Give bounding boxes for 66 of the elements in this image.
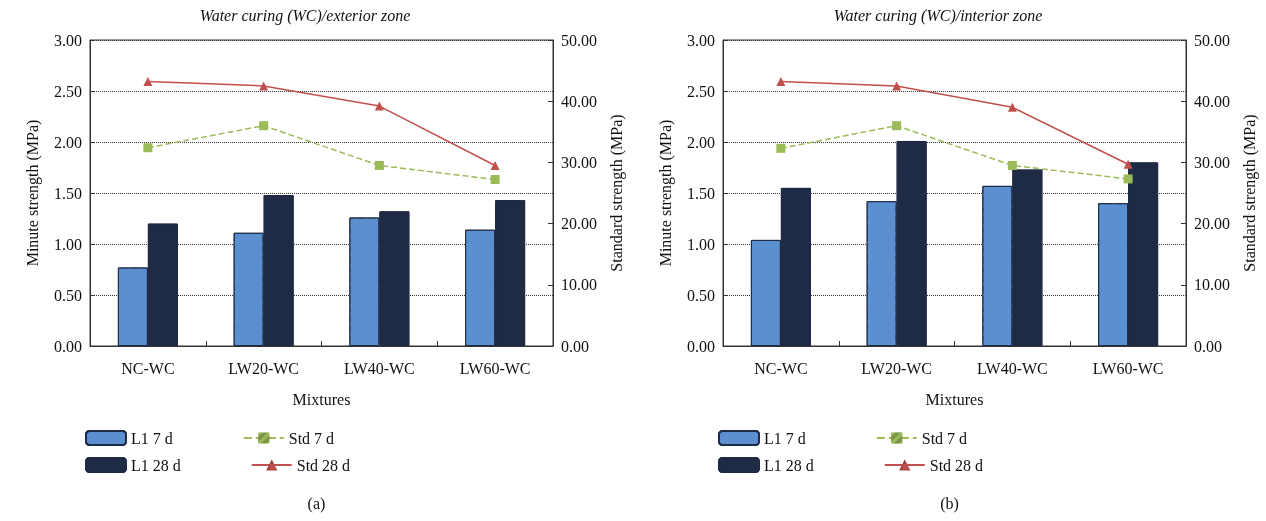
y2-axis-title: Standard strength (MPa) — [1240, 114, 1259, 272]
x-tick-label: LW40-WC — [976, 359, 1048, 377]
y2-tick-label: 50.00 — [1194, 31, 1230, 49]
x-tick-label: LW40-WC — [343, 359, 415, 377]
y2-tick-label: 0.00 — [561, 337, 589, 355]
legend-label: L1 7 d — [131, 429, 173, 447]
x-tick-label: LW20-WC — [228, 359, 300, 377]
point — [490, 175, 500, 185]
point — [1123, 174, 1133, 184]
y-tick-label: 2.00 — [54, 133, 82, 151]
y2-tick-label: 40.00 — [1194, 92, 1230, 110]
y-tick-label: 1.00 — [687, 235, 715, 253]
point — [1007, 102, 1017, 112]
point — [259, 121, 269, 131]
point — [892, 121, 902, 131]
y-tick-label: 1.50 — [54, 184, 82, 202]
x-tick-label: LW60-WC — [1092, 359, 1164, 377]
y-axis-title: Minute strength (MPa) — [23, 119, 42, 267]
point — [1007, 160, 1017, 170]
y-tick-label: 1.00 — [54, 235, 82, 253]
x-tick-label: LW60-WC — [459, 359, 531, 377]
point — [143, 77, 153, 87]
x-axis-title: Mixtures — [292, 390, 351, 408]
y2-tick-label: 50.00 — [561, 31, 597, 49]
y2-tick-label: 10.00 — [1194, 276, 1230, 294]
point — [143, 143, 153, 153]
legend-label: Std 28 d — [929, 456, 984, 474]
legend-label: Std 7 d — [288, 429, 335, 447]
point — [490, 160, 500, 170]
y-tick-label: 2.00 — [687, 133, 715, 151]
y2-tick-label: 20.00 — [1194, 215, 1230, 233]
legend-label: Std 28 d — [296, 456, 351, 474]
y-tick-label: 0.50 — [54, 286, 82, 304]
y2-tick-label: 40.00 — [561, 92, 597, 110]
y-tick-label: 2.50 — [54, 82, 82, 100]
point — [374, 101, 384, 111]
legend-label: Std 7 d — [921, 429, 968, 447]
y2-tick-label: 30.00 — [1194, 153, 1230, 171]
chart-title: Water curing (WC)/interior zone — [833, 6, 1043, 25]
y-tick-label: 3.00 — [54, 31, 82, 49]
y2-axis-title: Standard strength (MPa) — [607, 114, 626, 272]
text: (b) — [940, 494, 959, 513]
legend-label: L1 28 d — [764, 456, 814, 474]
x-tick-label: NC-WC — [121, 359, 175, 377]
point — [776, 77, 786, 87]
y2-tick-label: 0.00 — [1194, 337, 1222, 355]
y-tick-label: 1.50 — [687, 184, 715, 202]
point — [1123, 159, 1133, 169]
y-tick-label: 3.00 — [687, 31, 715, 49]
x-axis-title: Mixtures — [925, 390, 984, 408]
y2-tick-label: 20.00 — [561, 215, 597, 233]
y-tick-label: 0.00 — [54, 337, 82, 355]
point — [374, 160, 384, 170]
y-tick-label: 0.50 — [687, 286, 715, 304]
legend-label: L1 7 d — [764, 429, 806, 447]
y-tick-label: 2.50 — [687, 82, 715, 100]
point — [776, 143, 786, 153]
y-tick-label: 0.00 — [687, 337, 715, 355]
y2-tick-label: 10.00 — [561, 276, 597, 294]
x-tick-label: LW20-WC — [861, 359, 933, 377]
x-tick-label: NC-WC — [754, 359, 808, 377]
y2-tick-label: 30.00 — [561, 153, 597, 171]
chart-title: Water curing (WC)/exterior zone — [199, 6, 411, 25]
legend-label: L1 28 d — [131, 456, 181, 474]
y-axis-title: Minute strength (MPa) — [656, 119, 675, 267]
text: (a) — [307, 494, 326, 513]
